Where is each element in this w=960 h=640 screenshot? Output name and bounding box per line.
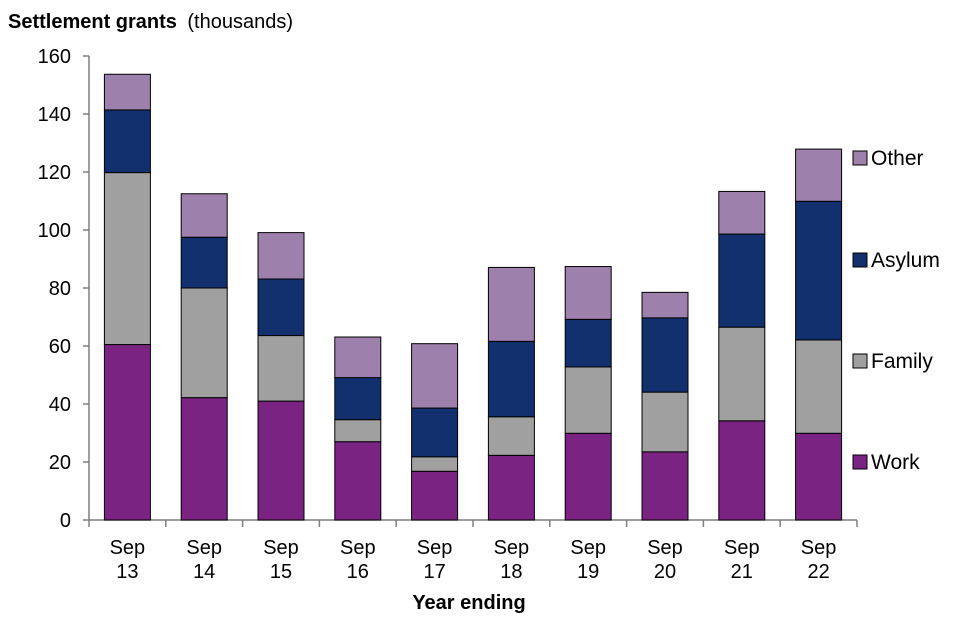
bar-segment-other [334,336,382,379]
bar-segment-work [641,451,689,521]
bar-segment-asylum [641,317,689,393]
x-tick-label: Sep 19 [570,537,606,583]
y-tick-label: 140 [38,104,71,126]
chart-title-main: Settlement grants [8,11,177,33]
y-tick-label: 0 [60,510,71,532]
bar-segment-other [103,73,151,111]
legend-swatch-asylum [852,252,868,268]
bar-segment-work [718,420,766,521]
bar-segment-other [795,148,843,202]
y-tick-label: 40 [49,394,71,416]
y-axis: 0 20 40 60 80 100 120 140 160 [38,46,90,532]
x-tick-label: Sep 22 [801,537,837,583]
bar-segment-family [487,416,535,456]
x-tick-label: Sep 13 [110,537,146,583]
bar-segment-asylum [257,278,305,337]
bar-segment-work [487,454,535,521]
bar-segment-family [103,172,151,346]
bar-segment-other [564,266,612,320]
legend-swatch-family [852,353,868,369]
bar-segment-asylum [411,407,459,458]
x-tick-label: Sep 17 [417,537,453,583]
x-axis-title: Year ending [412,592,525,614]
legend-label-asylum: Asylum [871,249,940,272]
bar-segment-other [718,190,766,235]
bar-segment-family [411,456,459,472]
bar-segment-asylum [103,109,151,174]
bar-segment-work [564,432,612,521]
bar-segment-other [641,291,689,319]
bar-segment-other [411,343,459,409]
legend-swatch-work [852,454,868,470]
bar-stacks [103,73,843,521]
bar-segment-asylum [334,377,382,421]
bar-segment-asylum [487,340,535,418]
legend-swatch-other [852,150,868,166]
legend-label-family: Family [871,350,933,373]
y-tick-label: 20 [49,452,71,474]
bar-segment-family [641,391,689,453]
y-tick-label: 120 [38,162,71,184]
bar-segment-asylum [795,200,843,341]
legend: Other Asylum Family Work [852,147,940,474]
bar-segment-family [795,339,843,434]
bar-segment-family [334,419,382,443]
bar-segment-family [257,335,305,402]
legend-label-other: Other [871,147,924,170]
y-tick-label: 60 [49,336,71,358]
bar-segment-work [795,432,843,521]
chart-title-unit: (thousands) [187,11,293,33]
x-tick-label: Sep 14 [186,537,222,583]
bar-segment-work [257,400,305,521]
x-tick-label: Sep 20 [647,537,683,583]
x-tick-label: Sep 21 [724,537,760,583]
bar-segment-family [564,366,612,434]
bar-segment-asylum [180,236,228,289]
bar-segment-other [180,193,228,238]
bar-segment-family [718,326,766,422]
y-tick-label: 100 [38,220,71,242]
bar-segment-other [487,266,535,342]
x-tick-label: Sep 15 [263,537,299,583]
legend-label-work: Work [871,451,920,474]
y-tick-label: 160 [38,46,71,68]
x-tick-label: Sep 16 [340,537,376,583]
bar-segment-work [334,441,382,521]
bar-segment-work [180,397,228,521]
bar-segment-other [257,232,305,280]
y-tick-label: 80 [49,278,71,300]
x-tick-label: Sep 18 [494,537,530,583]
bar-segment-asylum [564,318,612,368]
chart-title: Settlement grants (thousands) [8,11,293,33]
bar-segment-work [103,344,151,521]
bar-segment-family [180,287,228,399]
bar-segment-asylum [718,233,766,328]
x-axis: Sep 13 Sep 14 Sep 15 Sep 16 Sep 17 Sep 18 Sep 19 Sep 20… [88,519,858,583]
bar-segment-work [411,470,459,521]
